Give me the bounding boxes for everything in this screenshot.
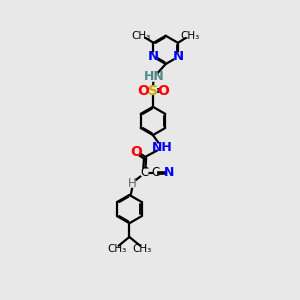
Text: CH₃: CH₃	[132, 31, 151, 41]
Text: N: N	[148, 50, 159, 64]
Text: S: S	[148, 83, 158, 98]
Circle shape	[158, 143, 166, 152]
Circle shape	[150, 73, 158, 81]
Circle shape	[129, 180, 136, 187]
Circle shape	[150, 53, 157, 61]
Circle shape	[133, 148, 140, 156]
Text: CH₃: CH₃	[132, 244, 152, 254]
Circle shape	[159, 87, 167, 94]
Text: N: N	[164, 166, 174, 179]
Text: HN: HN	[144, 70, 164, 83]
Text: O: O	[137, 83, 149, 98]
Circle shape	[140, 169, 148, 176]
Text: C: C	[140, 166, 148, 179]
Circle shape	[139, 87, 146, 94]
Text: N: N	[172, 50, 184, 64]
Text: C: C	[152, 166, 160, 179]
Text: CH₃: CH₃	[107, 244, 127, 254]
Circle shape	[174, 53, 182, 61]
Text: NH: NH	[152, 141, 172, 154]
Circle shape	[149, 87, 157, 94]
Text: H: H	[128, 177, 137, 190]
Text: O: O	[157, 83, 169, 98]
Text: O: O	[130, 145, 142, 159]
Text: CH₃: CH₃	[181, 31, 200, 41]
